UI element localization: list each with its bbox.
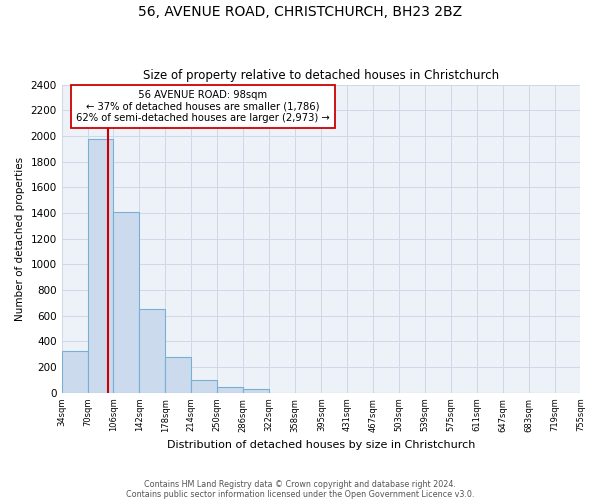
Bar: [62, 351, 88, 393]
Bar: [88, 139, 113, 393]
Text: Contains HM Land Registry data © Crown copyright and database right 2024.
Contai: Contains HM Land Registry data © Crown c…: [126, 480, 474, 499]
Bar: [139, 310, 165, 393]
Bar: [243, 389, 269, 393]
Y-axis label: Number of detached properties: Number of detached properties: [15, 156, 25, 320]
Text: 56, AVENUE ROAD, CHRISTCHURCH, BH23 2BZ: 56, AVENUE ROAD, CHRISTCHURCH, BH23 2BZ: [138, 5, 462, 19]
Bar: [191, 380, 217, 393]
Title: Size of property relative to detached houses in Christchurch: Size of property relative to detached ho…: [143, 69, 499, 82]
Text: 56 AVENUE ROAD: 98sqm  
← 37% of detached houses are smaller (1,786)
62% of semi: 56 AVENUE ROAD: 98sqm ← 37% of detached …: [76, 90, 329, 123]
Bar: [165, 357, 191, 393]
Bar: [113, 212, 139, 393]
Bar: [217, 387, 243, 393]
X-axis label: Distribution of detached houses by size in Christchurch: Distribution of detached houses by size …: [167, 440, 475, 450]
